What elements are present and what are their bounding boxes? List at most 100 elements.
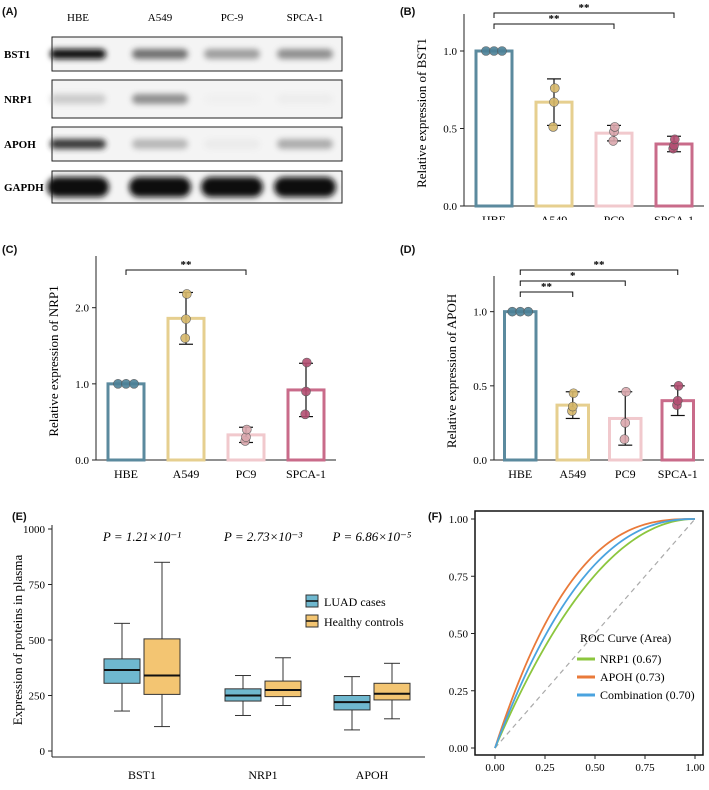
plasma-boxplot-panel: (E) 0 250 500 750 1000 Expression of proteins… xyxy=(0,505,430,785)
blot-row-label: NRP1 xyxy=(4,94,32,106)
significance-label: * xyxy=(570,270,576,282)
x-tick-label: 0.00 xyxy=(485,762,505,774)
data-point xyxy=(481,46,491,56)
roc-series-line xyxy=(494,518,696,749)
lane-label: PC-9 xyxy=(221,12,244,24)
x-tick-label: SPCA-1 xyxy=(654,213,694,220)
y-tick-label: 0.0 xyxy=(75,455,89,467)
x-tick-label: 0.50 xyxy=(585,762,605,774)
lane-label: HBE xyxy=(67,12,89,24)
bar xyxy=(106,382,146,462)
bst1-bar-panel: (B) 0.0 0.5 1.0 Relative expression of BST1… xyxy=(398,0,709,227)
x-tick-label: PC9 xyxy=(236,467,257,481)
y-tick-label: 750 xyxy=(29,580,46,592)
x-tick-label: 1.00 xyxy=(685,762,705,774)
data-point xyxy=(121,379,131,389)
blot-band xyxy=(47,177,109,197)
data-point xyxy=(608,136,618,146)
roc-series-line xyxy=(494,518,696,749)
data-point xyxy=(300,409,311,420)
significance-bracket xyxy=(519,280,626,286)
roc-series-line xyxy=(494,518,695,749)
blot-band xyxy=(132,94,188,104)
legend-title: ROC Curve (Area) xyxy=(580,631,671,645)
significance-bracket xyxy=(493,12,675,18)
data-point xyxy=(673,381,684,391)
blot-row-label: GAPDH xyxy=(4,182,44,194)
y-tick-label: 500 xyxy=(29,635,46,647)
p-value-label: P = 2.73×10⁻³ xyxy=(223,529,303,544)
x-tick-label: SPCA-1 xyxy=(286,467,326,481)
y-tick-label: 1.0 xyxy=(473,307,487,319)
x-tick-label: 0.25 xyxy=(535,762,555,774)
significance-bracket xyxy=(125,269,247,275)
y-tick-label: 250 xyxy=(29,691,46,703)
data-point xyxy=(515,306,526,317)
y-tick-label: 1000 xyxy=(23,524,46,536)
blot-row-label: BST1 xyxy=(4,49,30,61)
data-point xyxy=(550,83,560,93)
data-point xyxy=(619,434,630,445)
western-blot-figure: HBE A549 PC-9 SPCA-1 BST1 NRP1 APOH GAPDH xyxy=(4,12,343,204)
box xyxy=(143,638,181,695)
significance-bracket xyxy=(519,291,574,297)
data-point xyxy=(669,134,680,145)
y-tick-label: 1.0 xyxy=(443,46,457,58)
x-tick-label: NRP1 xyxy=(248,768,277,782)
panel-label-f: (F) xyxy=(428,511,443,523)
p-value-label: P = 1.21×10⁻¹ xyxy=(102,529,181,544)
bar xyxy=(474,49,514,208)
significance-label: ** xyxy=(594,259,606,271)
box xyxy=(264,680,302,698)
legend-label: Healthy controls xyxy=(324,615,404,629)
y-tick-label: 0.5 xyxy=(473,381,487,393)
p-value-label: P = 6.86×10⁻⁵ xyxy=(332,529,412,544)
blot-band xyxy=(277,49,333,59)
data-point xyxy=(549,97,559,107)
significance-label: ** xyxy=(579,2,591,14)
western-blot-panel: (A) HBE A549 PC-9 SPCA-1 BST1 NRP1 APOH GAPDH xyxy=(0,0,350,215)
x-tick-label: A549 xyxy=(173,467,200,481)
blot-band xyxy=(132,139,188,149)
y-tick-label: 0.0 xyxy=(473,455,487,467)
y-tick-label: 0.25 xyxy=(449,686,469,698)
x-tick-label: 0.75 xyxy=(635,762,655,774)
blot-band xyxy=(129,177,191,197)
bar xyxy=(503,310,538,462)
blot-band xyxy=(132,49,188,59)
data-point xyxy=(129,379,139,389)
data-point xyxy=(113,379,123,389)
blot-band xyxy=(204,94,260,104)
apoh-bar-panel: (D) 0.0 0.5 1.0 Relative expression of APOH… xyxy=(398,238,709,500)
data-point xyxy=(548,122,558,132)
lane-label: A549 xyxy=(148,12,173,24)
y-tick-label: 0.00 xyxy=(449,743,469,755)
data-point xyxy=(610,122,620,132)
y-tick-label: 0.5 xyxy=(443,124,457,136)
y-tick-label: 1.0 xyxy=(75,379,89,391)
blot-band xyxy=(274,177,336,197)
panel-label-c: (C) xyxy=(2,244,18,256)
data-point xyxy=(568,388,579,399)
bar xyxy=(654,142,694,208)
x-tick-label: HBE xyxy=(508,467,532,481)
apoh-bar-chart: 0.0 0.5 1.0 Relative expression of APOH HBE A… xyxy=(444,259,704,481)
y-tick-label: 0.0 xyxy=(443,201,457,213)
blot-band xyxy=(277,94,333,104)
data-point xyxy=(180,333,190,343)
x-tick-label: PC9 xyxy=(615,467,636,481)
lane-label: SPCA-1 xyxy=(287,12,324,24)
significance-label: ** xyxy=(541,281,553,293)
data-point xyxy=(497,46,507,56)
panel-label-b: (B) xyxy=(400,6,416,18)
data-point xyxy=(301,357,312,368)
y-tick-label: 0.50 xyxy=(449,629,469,641)
significance-bracket xyxy=(519,269,679,275)
nrp1-bar-panel: (C) 0.0 1.0 2.0 Relative expression of NRP1… xyxy=(0,238,340,500)
legend-label: LUAD cases xyxy=(324,595,386,609)
x-tick-label: HBE xyxy=(114,467,138,481)
blot-band xyxy=(204,49,260,59)
y-axis-label: Relative expression of APOH xyxy=(444,294,459,448)
blot-band xyxy=(204,139,260,149)
blot-band xyxy=(50,49,106,59)
